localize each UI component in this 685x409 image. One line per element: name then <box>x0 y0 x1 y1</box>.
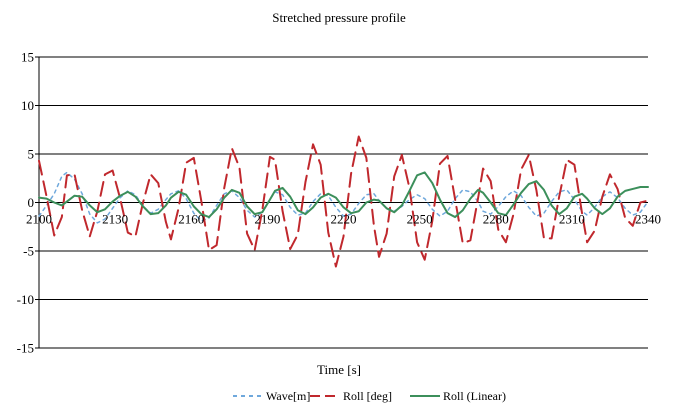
legend-item: Roll (Linear) <box>410 389 506 403</box>
y-tick-label: -10 <box>17 292 34 307</box>
x-tick-label: 2220 <box>331 212 357 227</box>
x-tick-label: 2100 <box>26 212 52 227</box>
x-tick-label: 2280 <box>483 212 509 227</box>
plot-area <box>38 135 649 268</box>
x-tick-label: 2160 <box>178 212 204 227</box>
legend: Wave[m] Roll [deg] Roll (Linear) <box>233 389 506 403</box>
x-tick-label: 2340 <box>635 212 661 227</box>
series-line-roll-deg <box>38 135 649 268</box>
y-tick-label: 5 <box>28 147 35 162</box>
y-tick-label: -15 <box>17 341 34 356</box>
chart-title: Stretched pressure profile <box>272 10 406 25</box>
legend-label: Wave[m] <box>266 389 310 403</box>
y-tick-label: 15 <box>21 50 34 65</box>
legend-item: Roll [deg] <box>310 389 392 403</box>
legend-label: Roll [deg] <box>343 389 392 403</box>
x-tick-label: 2190 <box>254 212 280 227</box>
y-axis-ticks: 15 10 5 0 -5 -10 -15 <box>17 50 34 356</box>
x-tick-label: 2250 <box>407 212 433 227</box>
y-tick-label: -5 <box>23 244 34 259</box>
series-line-roll-linear <box>38 171 649 219</box>
x-tick-label: 2130 <box>102 212 128 227</box>
y-tick-label: 0 <box>28 195 35 210</box>
legend-item: Wave[m] <box>233 389 310 403</box>
x-axis-ticks: 2100 2130 2160 2190 2220 2250 2280 2310 2340 <box>26 212 661 227</box>
x-tick-label: 2310 <box>559 212 585 227</box>
x-axis-label: Time [s] <box>317 362 361 377</box>
y-tick-label: 10 <box>21 98 34 113</box>
legend-label: Roll (Linear) <box>443 389 506 403</box>
gridlines <box>35 56 648 349</box>
